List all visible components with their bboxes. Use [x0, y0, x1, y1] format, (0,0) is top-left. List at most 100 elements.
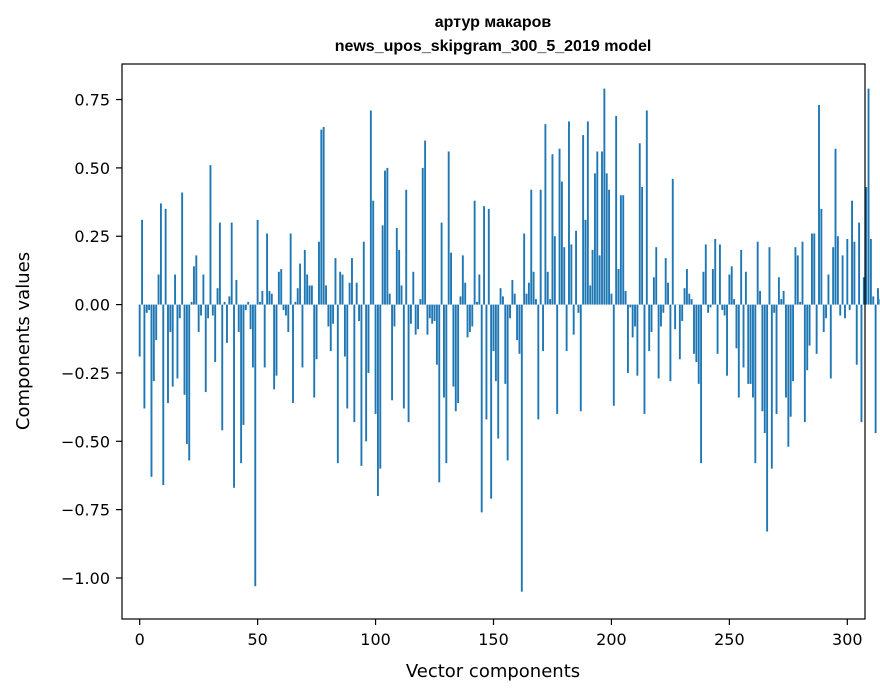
bar	[395, 228, 398, 305]
bar	[284, 304, 287, 316]
bar	[376, 304, 379, 496]
bar	[681, 304, 684, 321]
bar	[457, 304, 460, 404]
bar	[242, 304, 245, 425]
bar	[322, 126, 325, 305]
bar	[787, 304, 790, 447]
bar	[299, 263, 302, 305]
bar	[652, 277, 655, 305]
bar	[466, 304, 469, 338]
bar	[535, 299, 537, 305]
bar	[374, 304, 377, 414]
bar	[723, 304, 726, 316]
bar	[332, 304, 335, 324]
bar	[775, 304, 778, 414]
bar	[615, 115, 618, 305]
bar	[551, 154, 554, 305]
bar	[655, 247, 658, 305]
bar	[511, 279, 514, 305]
bar	[643, 304, 646, 414]
bar	[645, 110, 648, 305]
bar	[558, 148, 561, 305]
bar	[454, 304, 457, 412]
bar	[523, 233, 526, 305]
bar	[832, 247, 835, 305]
bar	[214, 304, 217, 362]
bar	[827, 274, 830, 305]
bar	[853, 241, 856, 305]
bar	[417, 304, 419, 330]
bar	[273, 304, 276, 390]
bar	[584, 219, 587, 305]
bar	[233, 304, 235, 488]
bar	[150, 304, 153, 477]
bar	[193, 266, 195, 305]
bar	[169, 304, 172, 332]
bar	[777, 277, 780, 305]
bar	[249, 304, 252, 330]
x-tick-label: 300	[832, 630, 863, 649]
x-tick-label: 50	[247, 630, 267, 649]
bar	[162, 304, 165, 486]
bar	[499, 288, 502, 305]
bar	[325, 285, 327, 305]
bar	[572, 304, 575, 335]
bar	[872, 296, 875, 305]
bar	[209, 165, 212, 305]
bar	[341, 274, 344, 305]
bar	[145, 304, 148, 313]
y-tick-label: −1.00	[61, 569, 110, 588]
y-tick-label: 0.00	[74, 296, 110, 315]
bar	[818, 105, 820, 305]
bar	[770, 304, 773, 469]
bar	[593, 173, 596, 305]
bar	[183, 304, 186, 395]
bar	[254, 304, 257, 587]
bar	[336, 304, 339, 464]
bar	[405, 189, 408, 305]
bar	[473, 200, 476, 305]
bar	[355, 282, 358, 305]
bar	[789, 304, 792, 417]
bar	[539, 189, 542, 305]
bar	[662, 304, 665, 313]
bar	[280, 269, 283, 305]
bar	[480, 304, 483, 513]
bar	[836, 236, 839, 305]
bar	[384, 170, 386, 305]
bar	[372, 200, 375, 305]
bar	[690, 299, 693, 305]
bar	[452, 304, 455, 387]
bar	[733, 299, 736, 305]
bar	[275, 304, 278, 376]
bar	[544, 124, 547, 305]
bar	[197, 304, 200, 332]
bar	[546, 271, 549, 305]
bar	[575, 230, 577, 305]
bar	[650, 304, 653, 332]
bar	[810, 233, 813, 305]
bar	[721, 304, 724, 311]
bar	[339, 271, 342, 305]
bar	[591, 249, 594, 305]
bar	[669, 304, 672, 382]
bar	[226, 304, 228, 343]
bar	[287, 304, 290, 332]
bar	[504, 304, 507, 384]
bar	[308, 285, 311, 305]
bar	[334, 258, 337, 305]
bar	[726, 304, 728, 376]
bar	[445, 304, 448, 464]
bar	[159, 203, 162, 305]
bar	[695, 304, 698, 362]
bar	[195, 255, 198, 305]
bars-group	[138, 88, 880, 592]
bar	[855, 304, 858, 365]
bar	[211, 304, 214, 316]
bar	[228, 296, 231, 305]
bar	[379, 304, 382, 469]
bar	[310, 285, 313, 305]
bar	[164, 208, 167, 305]
bar	[218, 222, 221, 305]
bar	[365, 304, 368, 442]
